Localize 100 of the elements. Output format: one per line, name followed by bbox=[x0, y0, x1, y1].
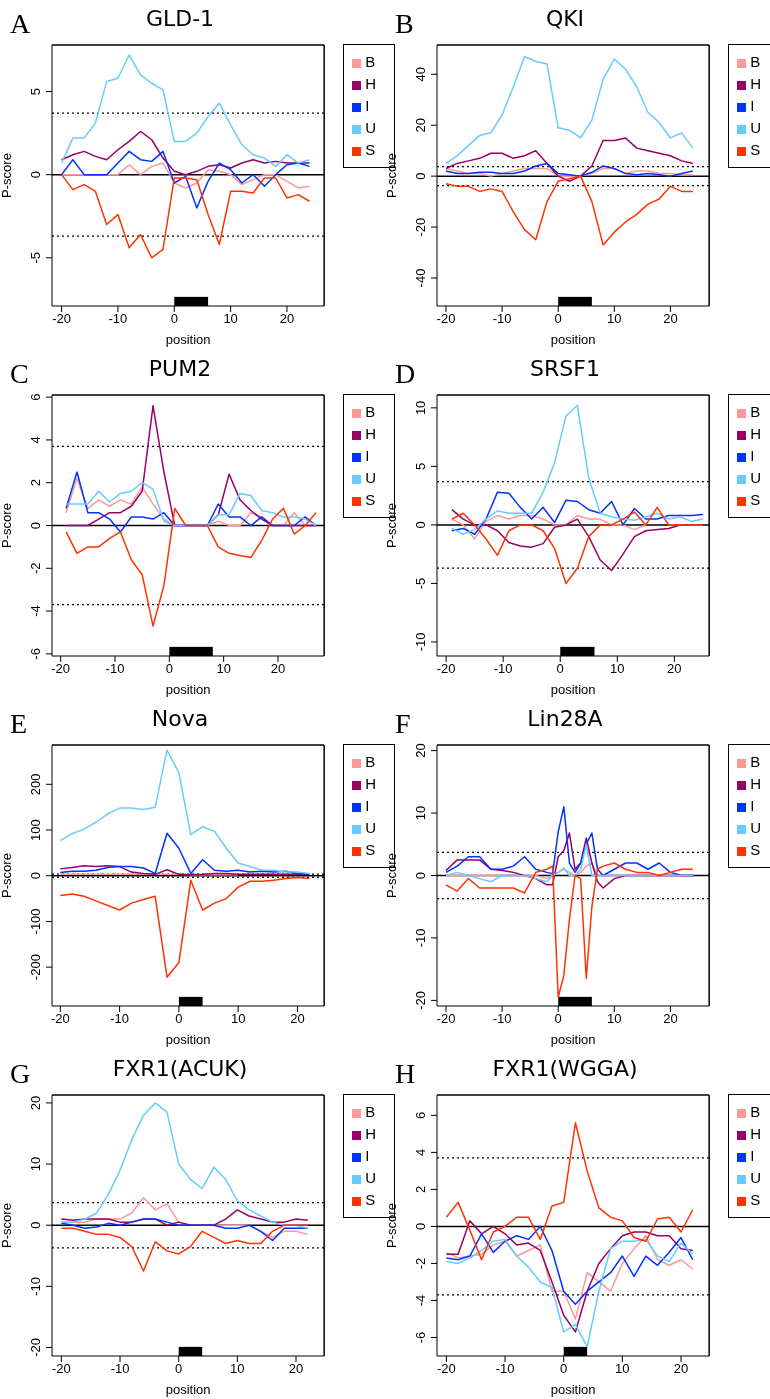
x-tick-label: 10 bbox=[230, 1361, 245, 1377]
y-tick-label: 10 bbox=[413, 805, 428, 821]
y-axis-title: P-score bbox=[383, 1203, 399, 1248]
x-tick-label: 0 bbox=[560, 1361, 568, 1377]
x-tick-label: 20 bbox=[667, 661, 682, 677]
x-tick-label: 10 bbox=[615, 1361, 630, 1377]
legend-label: B bbox=[750, 403, 761, 420]
text: C bbox=[10, 358, 29, 390]
y-tick-label: 10 bbox=[413, 400, 428, 416]
y-tick-label: 20 bbox=[28, 1095, 43, 1111]
x-tick-label: 10 bbox=[216, 661, 231, 677]
y-tick-label: 0 bbox=[28, 521, 43, 530]
text: A bbox=[10, 8, 31, 40]
y-tick-label: -20 bbox=[413, 217, 428, 237]
y-tick-label: -20 bbox=[413, 990, 428, 1010]
y-axis-title: P-score bbox=[383, 503, 399, 548]
legend-label: B bbox=[750, 53, 761, 70]
legend-label: S bbox=[750, 141, 761, 158]
x-axis-title: position bbox=[550, 682, 596, 697]
x-tick-label: 20 bbox=[279, 311, 295, 327]
y-tick-label: 0 bbox=[28, 1221, 43, 1229]
legend-label: B bbox=[750, 1103, 761, 1120]
legend-label: I bbox=[750, 97, 755, 114]
x-tick-label: -20 bbox=[52, 311, 71, 327]
legend-label: U bbox=[365, 119, 376, 136]
y-tick-label: -10 bbox=[28, 1276, 43, 1296]
x-tick-label: 10 bbox=[607, 311, 622, 327]
x-tick-label: -10 bbox=[105, 661, 125, 677]
x-axis-title: position bbox=[550, 1382, 596, 1397]
legend-label: U bbox=[365, 819, 376, 836]
y-tick-label: -5 bbox=[28, 252, 43, 264]
chart-title: Nova bbox=[150, 706, 210, 731]
y-tick-label: -5 bbox=[413, 577, 428, 590]
legend-label: H bbox=[365, 775, 376, 792]
x-axis-title: position bbox=[550, 332, 596, 347]
legend-label: I bbox=[365, 1147, 370, 1164]
legend-label: H bbox=[365, 1125, 376, 1142]
legend-label: S bbox=[750, 841, 761, 858]
x-tick-label: -10 bbox=[492, 311, 512, 327]
y-axis-title: P-score bbox=[0, 503, 14, 548]
x-tick-label: -10 bbox=[110, 1361, 130, 1377]
x-tick-label: -10 bbox=[493, 661, 513, 677]
x-tick-label: -20 bbox=[436, 1361, 456, 1377]
x-axis-title: position bbox=[165, 332, 211, 347]
text: B bbox=[395, 8, 414, 40]
legend-label: H bbox=[750, 75, 761, 92]
y-tick-label: -2 bbox=[28, 562, 43, 575]
x-tick-label: -20 bbox=[436, 1011, 456, 1027]
y-tick-label: 20 bbox=[413, 743, 428, 758]
x-tick-label: 20 bbox=[270, 661, 286, 677]
legend-label: U bbox=[750, 819, 761, 836]
y-axis-title: P-score bbox=[383, 853, 399, 898]
x-axis-title: position bbox=[165, 1032, 211, 1047]
text: G bbox=[10, 1058, 31, 1090]
chart-title: PUM2 bbox=[147, 356, 213, 381]
chart-title: Lin28A bbox=[526, 706, 604, 731]
x-tick-label: 20 bbox=[663, 311, 678, 327]
x-tick-label: -10 bbox=[492, 1011, 512, 1027]
y-tick-label: 2 bbox=[28, 479, 43, 487]
y-axis-title: P-score bbox=[0, 153, 14, 198]
legend-label: S bbox=[365, 1191, 376, 1208]
y-tick-label: 0 bbox=[28, 171, 43, 179]
y-tick-label: 2 bbox=[413, 1185, 428, 1194]
y-axis-title: P-score bbox=[0, 1203, 14, 1248]
text: E bbox=[10, 708, 28, 740]
x-axis-title: position bbox=[550, 1032, 596, 1047]
y-tick-label: -10 bbox=[413, 632, 428, 652]
x-tick-label: -20 bbox=[50, 1011, 70, 1027]
x-axis-title: position bbox=[165, 682, 211, 697]
y-tick-label: 5 bbox=[28, 87, 43, 96]
legend-label: I bbox=[750, 797, 755, 814]
y-tick-label: -100 bbox=[28, 908, 43, 935]
legend-label: S bbox=[750, 491, 761, 508]
x-tick-label: 10 bbox=[230, 1011, 246, 1027]
x-tick-label: 0 bbox=[556, 661, 564, 677]
y-tick-label: 40 bbox=[413, 67, 428, 82]
x-tick-label: 20 bbox=[673, 1361, 689, 1377]
chart-title: QKI bbox=[544, 6, 586, 31]
y-tick-label: -4 bbox=[28, 605, 43, 617]
y-tick-label: 10 bbox=[28, 1156, 43, 1172]
x-tick-label: -20 bbox=[436, 661, 456, 677]
x-tick-label: 10 bbox=[610, 661, 625, 677]
x-tick-label: 20 bbox=[288, 1361, 304, 1377]
x-axis-title: position bbox=[165, 1382, 211, 1397]
chart-title: GLD-1 bbox=[144, 6, 216, 31]
y-tick-label: -200 bbox=[28, 954, 43, 981]
x-tick-label: 0 bbox=[175, 1361, 183, 1377]
legend-label: S bbox=[365, 491, 376, 508]
text: D bbox=[395, 358, 416, 390]
text: F bbox=[395, 708, 411, 740]
text: H bbox=[395, 1058, 416, 1090]
y-tick-label: 200 bbox=[28, 773, 43, 796]
y-tick-label: 0 bbox=[413, 172, 428, 180]
legend-label: U bbox=[365, 469, 376, 486]
x-tick-label: -10 bbox=[108, 311, 128, 327]
y-tick-label: 4 bbox=[28, 436, 43, 444]
x-tick-label: -20 bbox=[51, 661, 71, 677]
y-tick-label: 4 bbox=[413, 1148, 428, 1156]
legend-label: I bbox=[365, 797, 370, 814]
legend-label: U bbox=[365, 1169, 376, 1186]
